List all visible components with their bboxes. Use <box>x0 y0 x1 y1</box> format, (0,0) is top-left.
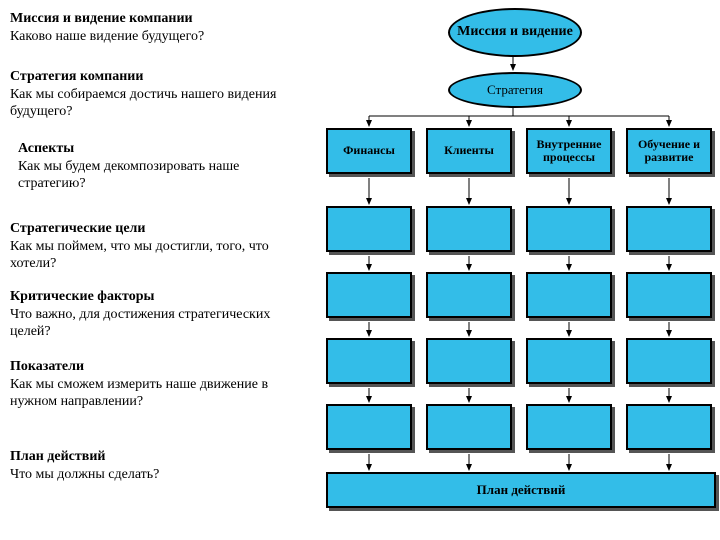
text-body-0: Каково наше видение будущего? <box>10 28 204 46</box>
text-body-2: Как мы будем декомпозировать наше страте… <box>18 158 290 193</box>
text-body-6: Что мы должны сделать? <box>10 466 159 484</box>
grid-box-r2-c2 <box>526 272 612 318</box>
text-body-4: Что важно, для достижения стратегических… <box>10 306 290 341</box>
grid-box-r4-c0 <box>326 404 412 450</box>
grid-box-r4-c2 <box>526 404 612 450</box>
text-block-6: План действийЧто мы должны сделать? <box>10 448 159 483</box>
text-block-5: ПоказателиКак мы сможем измерить наше дв… <box>10 358 290 411</box>
text-body-3: Как мы поймем, что мы достигли, того, чт… <box>10 238 290 273</box>
grid-box-r0-c1: Клиенты <box>426 128 512 174</box>
text-title-1: Стратегия компании <box>10 68 290 86</box>
text-block-4: Критические факторыЧто важно, для достиж… <box>10 288 290 341</box>
diagram-area: Миссия и видение Стратегия Финансы Клиенты В… <box>300 0 720 540</box>
text-title-3: Стратегические цели <box>10 220 290 238</box>
grid-box-r2-c3 <box>626 272 712 318</box>
text-block-0: Миссия и видение компанииКаково наше вид… <box>10 10 204 45</box>
grid-box-r0-c2: Внутренние процессы <box>526 128 612 174</box>
grid-box-r0-c0: Финансы <box>326 128 412 174</box>
grid-box-r1-c0 <box>326 206 412 252</box>
text-body-5: Как мы сможем измерить наше движение в н… <box>10 376 290 411</box>
text-title-5: Показатели <box>10 358 290 376</box>
grid-box-r2-c0 <box>326 272 412 318</box>
grid-box-r3-c2 <box>526 338 612 384</box>
grid-box-r4-c3 <box>626 404 712 450</box>
text-title-4: Критические факторы <box>10 288 290 306</box>
text-title-2: Аспекты <box>18 140 290 158</box>
text-block-2: АспектыКак мы будем декомпозировать наше… <box>18 140 290 193</box>
grid-box-r3-c1 <box>426 338 512 384</box>
ellipse-strategy: Стратегия <box>448 72 582 108</box>
text-title-6: План действий <box>10 448 159 466</box>
text-block-1: Стратегия компанииКак мы собираемся дост… <box>10 68 290 121</box>
text-body-1: Как мы собираемся достичь нашего видения… <box>10 86 290 121</box>
grid-box-r0-c3: Обучение и развитие <box>626 128 712 174</box>
grid-box-r1-c2 <box>526 206 612 252</box>
grid-box-r3-c3 <box>626 338 712 384</box>
grid-box-r1-c1 <box>426 206 512 252</box>
ellipse-mission: Миссия и видение <box>448 8 582 57</box>
text-title-0: Миссия и видение компании <box>10 10 204 28</box>
grid-box-r4-c1 <box>426 404 512 450</box>
grid-box-r2-c1 <box>426 272 512 318</box>
action-plan-box: План действий <box>326 472 716 508</box>
grid-box-r3-c0 <box>326 338 412 384</box>
grid-box-r1-c3 <box>626 206 712 252</box>
text-block-3: Стратегические целиКак мы поймем, что мы… <box>10 220 290 273</box>
